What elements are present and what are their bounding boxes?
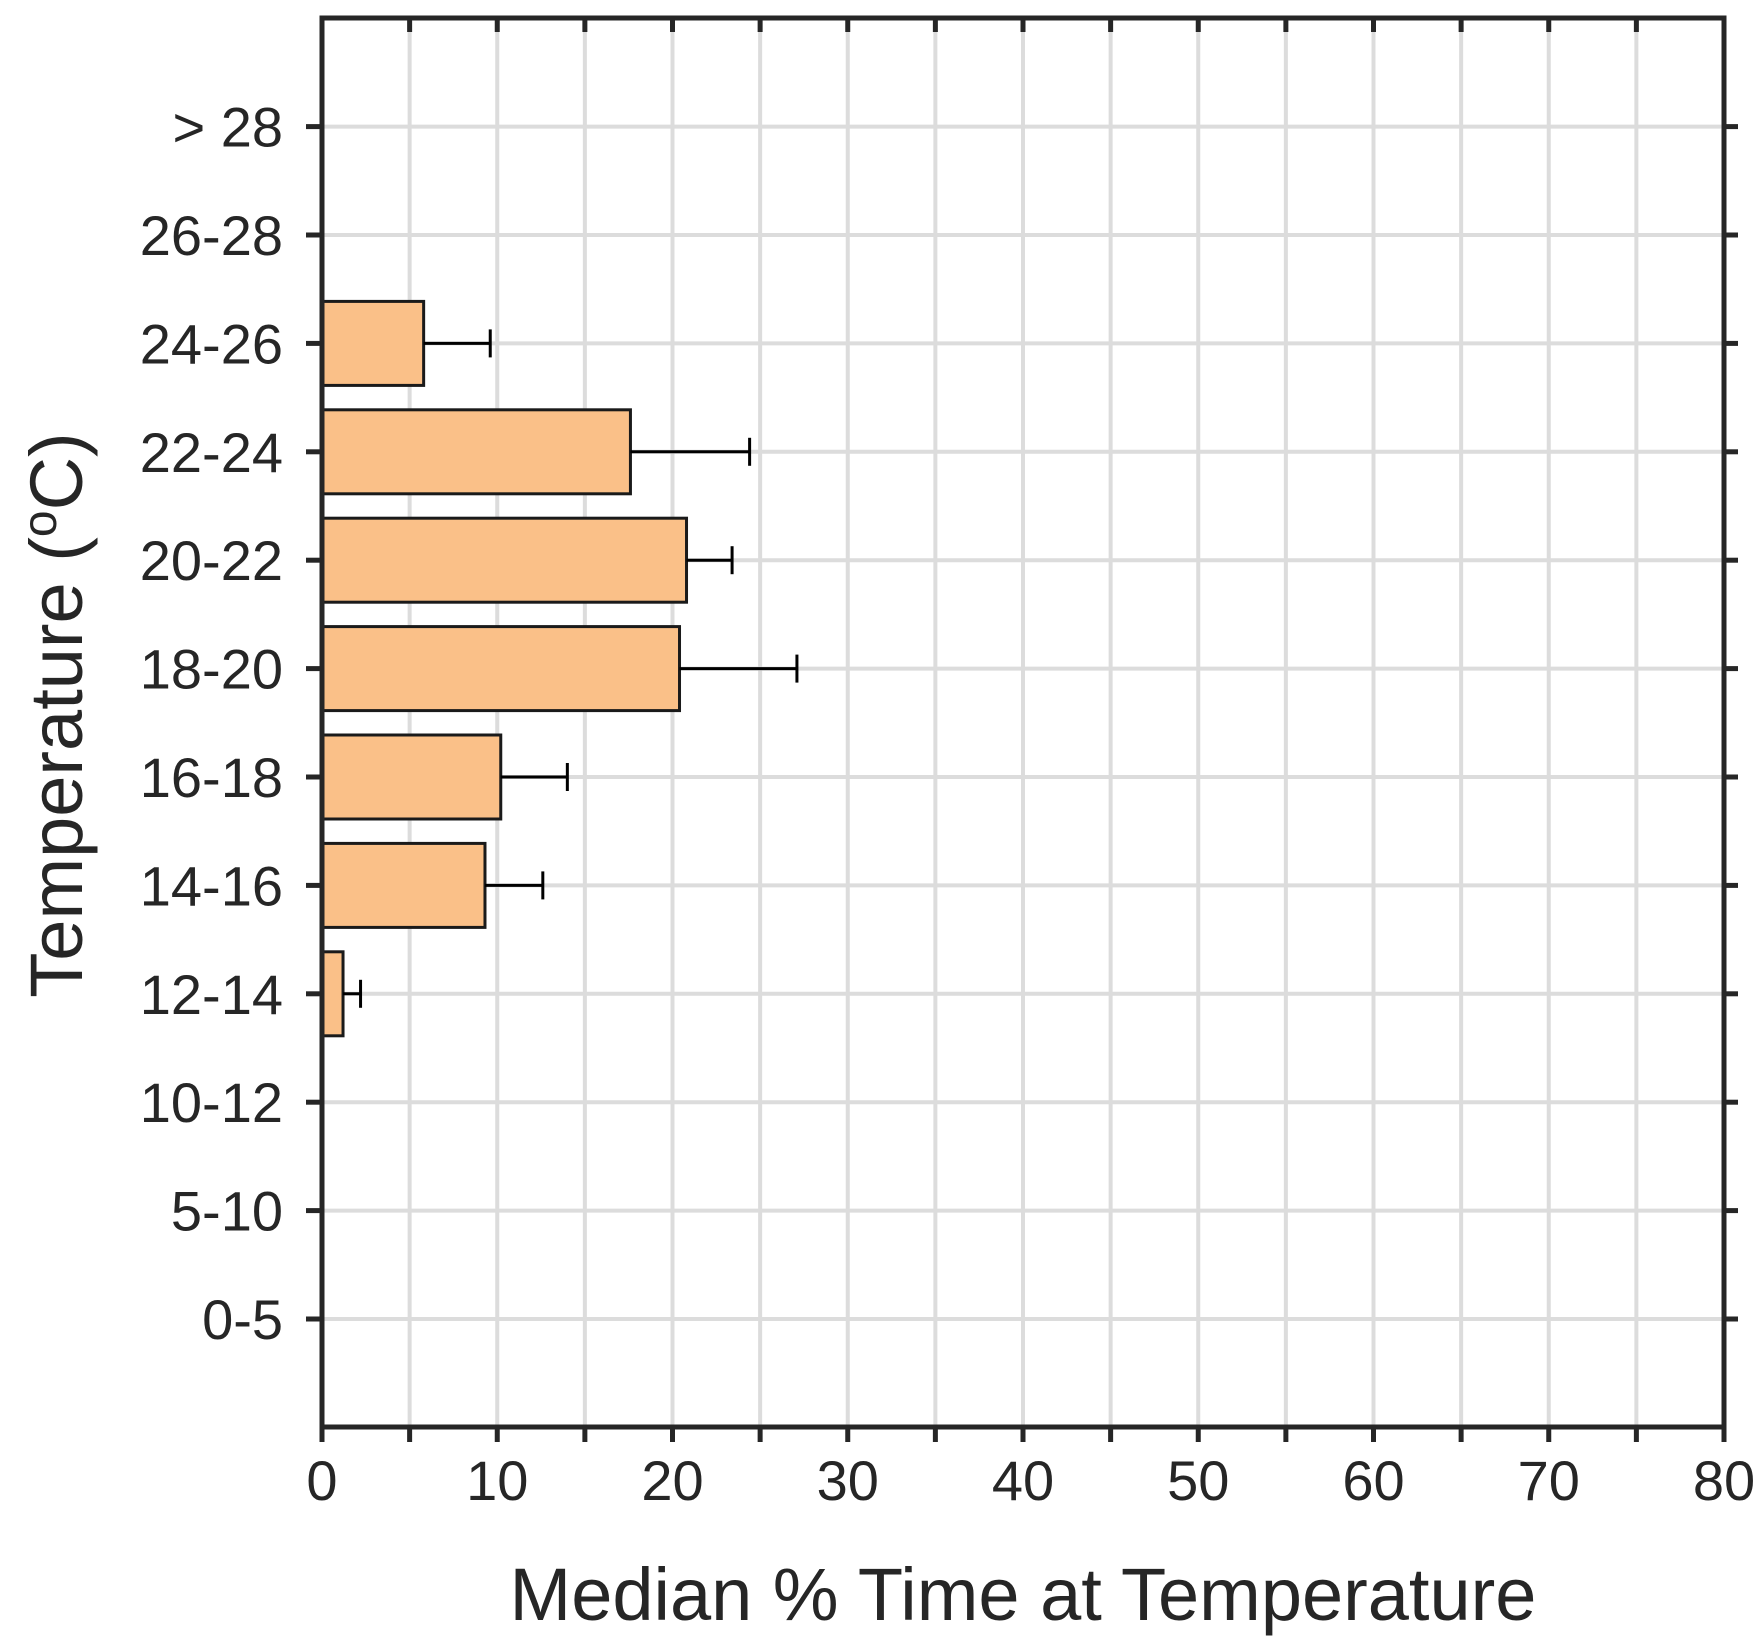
bars [320,299,689,1038]
y-tick-label: > 28 [172,96,283,159]
x-tick-label: 60 [1342,1449,1404,1512]
x-tick-label: 80 [1693,1449,1755,1512]
y-tick-label: 26-28 [140,204,283,267]
x-tick-label: 10 [466,1449,528,1512]
y-tick-label: 0-5 [202,1288,283,1351]
y-tick-labels: 0-5 5-10 10-12 12-14 14-16 16-18 18-20 20-22 22-… [140,96,283,1351]
bar [320,408,632,496]
x-tick-label: 40 [992,1449,1054,1512]
y-tick-label: 20-22 [140,529,283,592]
y-tick-label: 5-10 [171,1180,283,1243]
y-tick-label: 12-14 [140,963,283,1026]
x-tick-label: 0 [306,1449,337,1512]
x-tick-labels: 0 10 20 30 40 50 60 70 80 [306,1449,1755,1512]
error-bars [343,329,799,1008]
bar [320,299,426,387]
bar [320,950,345,1038]
bar [320,516,689,604]
y-tick-label: 22-24 [140,421,283,484]
y-tick-label: 18-20 [140,638,283,701]
y-tick-label: 10-12 [140,1071,283,1134]
grid [322,18,1724,1427]
y-axis-label-end: C) [15,432,98,510]
x-tick-label: 70 [1518,1449,1580,1512]
bar [320,733,503,821]
x-axis-label: Median % Time at Temperature [510,1553,1537,1636]
y-tick-label: 16-18 [140,746,283,809]
y-tick-label: 24-26 [140,312,283,375]
y-axis-label-main: Temperature ( [15,537,98,998]
y-tick-label: 14-16 [140,854,283,917]
bar [320,625,682,713]
y-axis-label-superscript: o [14,510,67,537]
axes [306,15,1738,1442]
x-tick-label: 20 [641,1449,703,1512]
x-tick-label: 30 [817,1449,879,1512]
bar [320,841,487,929]
x-tick-label: 50 [1167,1449,1229,1512]
y-axis-label: Temperature (oC) [14,432,98,997]
